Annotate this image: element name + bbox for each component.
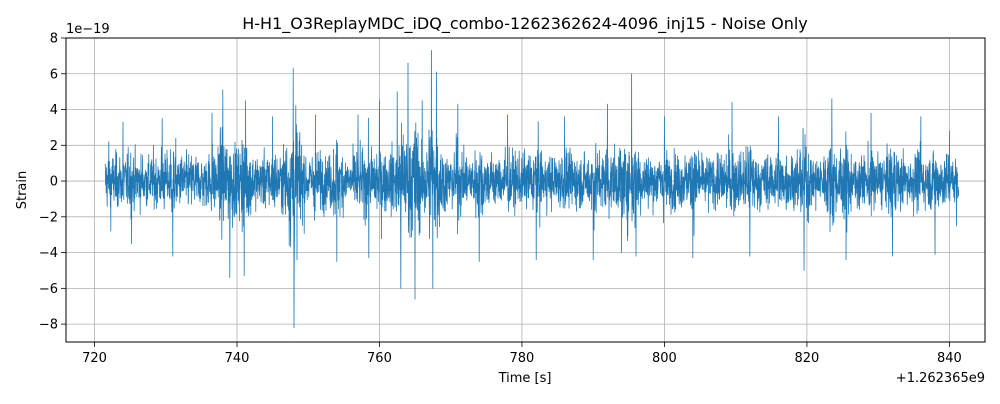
y-axis-ticks: −8 −6 −4 −2 0 2 4 6 8 bbox=[39, 32, 66, 333]
x-tick-label: 840 bbox=[937, 351, 962, 366]
x-tick-label: 780 bbox=[510, 351, 535, 366]
y-tick-label: −6 bbox=[39, 282, 58, 297]
x-axis-label: Time [s] bbox=[498, 371, 552, 386]
y-axis-label: Strain bbox=[15, 171, 30, 210]
y-tick-label: 8 bbox=[50, 32, 58, 47]
y-tick-label: −4 bbox=[39, 246, 58, 261]
x-offset-label: +1.262365e9 bbox=[896, 371, 985, 386]
noise-trace-line bbox=[105, 51, 958, 328]
y-tick-label: 6 bbox=[50, 67, 58, 82]
chart-title: H-H1_O3ReplayMDC_iDQ_combo-1262362624-40… bbox=[242, 14, 808, 34]
y-tick-label: −8 bbox=[39, 318, 58, 333]
x-tick-label: 720 bbox=[82, 351, 107, 366]
x-tick-label: 740 bbox=[225, 351, 250, 366]
y-tick-label: −2 bbox=[39, 210, 58, 225]
y-scale-label: 1e−19 bbox=[66, 22, 110, 37]
x-tick-label: 760 bbox=[367, 351, 392, 366]
x-tick-label: 800 bbox=[652, 351, 677, 366]
y-tick-label: 2 bbox=[50, 139, 58, 154]
x-axis-ticks: 720 740 760 780 800 820 840 bbox=[82, 342, 962, 366]
y-tick-label: 0 bbox=[50, 175, 58, 190]
series-noise bbox=[105, 51, 958, 328]
x-tick-label: 820 bbox=[794, 351, 819, 366]
y-tick-label: 4 bbox=[50, 103, 58, 118]
